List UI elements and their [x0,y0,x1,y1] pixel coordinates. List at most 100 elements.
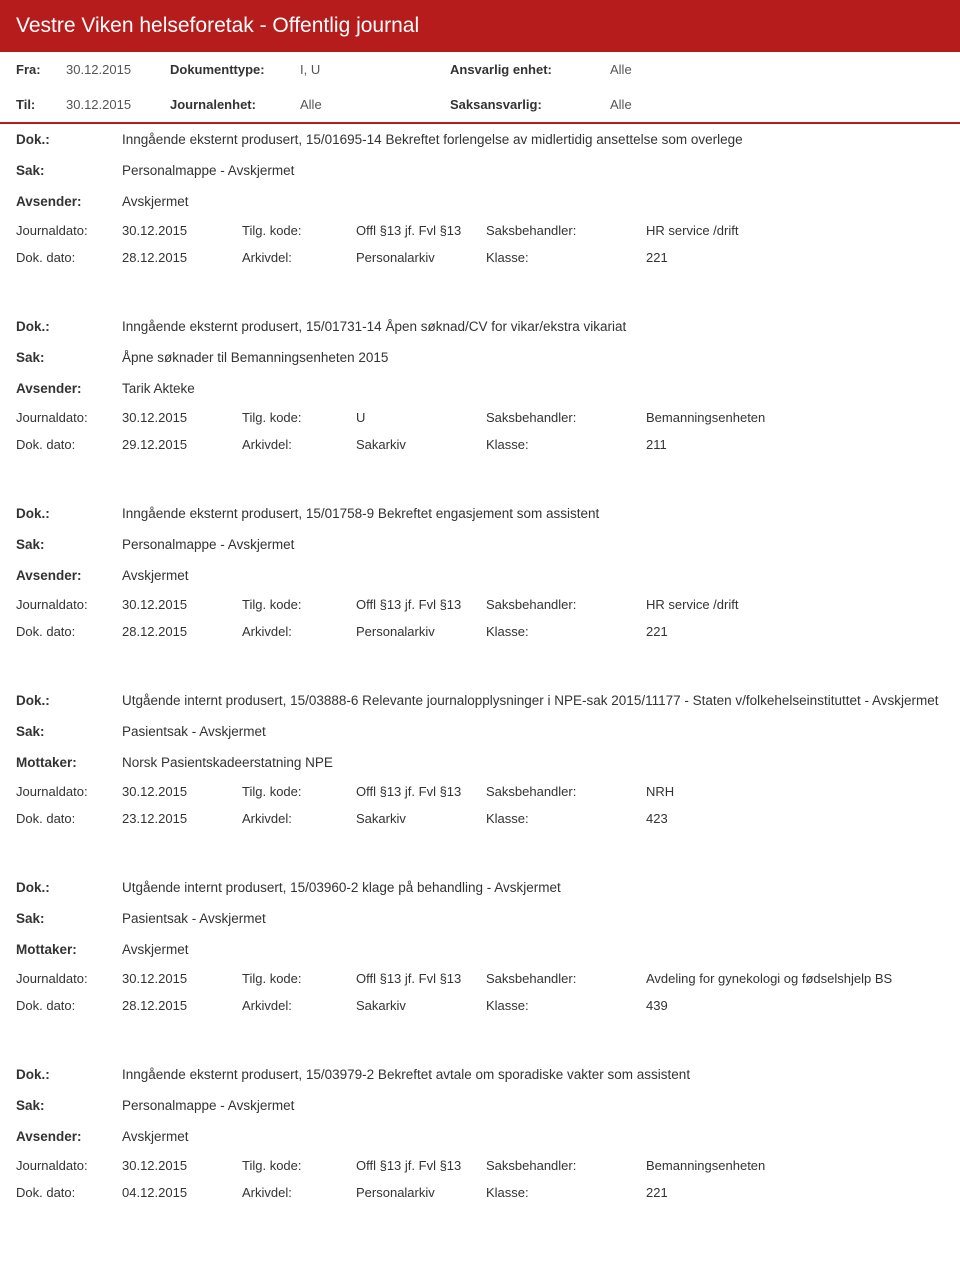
dokdato-value: 23.12.2015 [122,811,242,826]
party-value: Norsk Pasientskadeerstatning NPE [122,755,944,770]
klasse-label: Klasse: [486,1185,646,1200]
dok-value: Utgående internt produsert, 15/03960-2 k… [122,880,944,895]
saksbehandler-label: Saksbehandler: [486,410,646,425]
journaldato-label: Journaldato: [16,784,122,799]
dok-label: Dok.: [16,506,122,521]
party-value: Avskjermet [122,568,944,583]
saksbehandler-value: NRH [646,784,674,799]
sak-label: Sak: [16,537,122,552]
journaldato-label: Journaldato: [16,971,122,986]
arkivdel-label: Arkivdel: [242,624,356,639]
meta-row-2: Dok. dato:28.12.2015Arkivdel:Personalark… [0,618,960,645]
party-label: Avsender: [16,1129,122,1144]
dok-label: Dok.: [16,1067,122,1082]
saksbehandler-label: Saksbehandler: [486,1158,646,1173]
arkivdel-value: Sakarkiv [356,811,486,826]
tilgkode-value: Offl §13 jf. Fvl §13 [356,223,486,238]
dok-value: Utgående internt produsert, 15/03888-6 R… [122,693,944,708]
dok-label: Dok.: [16,693,122,708]
meta-row-1: Journaldato:30.12.2015Tilg. kode:Offl §1… [0,591,960,618]
dokdato-label: Dok. dato: [16,437,122,452]
party-label: Mottaker: [16,755,122,770]
doctype-value: I, U [300,62,450,77]
saksbehandler-value: HR service /drift [646,597,738,612]
dokdato-label: Dok. dato: [16,811,122,826]
meta-row-1: Journaldato:30.12.2015Tilg. kode:USaksbe… [0,404,960,431]
saksbehandler-label: Saksbehandler: [486,784,646,799]
tilgkode-label: Tilg. kode: [242,784,356,799]
tilgkode-value: Offl §13 jf. Fvl §13 [356,597,486,612]
klasse-value: 221 [646,624,668,639]
saksansvarlig-label: Saksansvarlig: [450,97,610,112]
tilgkode-value: U [356,410,486,425]
dokdato-value: 28.12.2015 [122,998,242,1013]
sak-value: Pasientsak - Avskjermet [122,911,944,926]
sak-value: Pasientsak - Avskjermet [122,724,944,739]
filter-row-1: Fra: 30.12.2015 Dokumenttype: I, U Ansva… [0,52,960,87]
dok-label: Dok.: [16,880,122,895]
dokdato-value: 28.12.2015 [122,250,242,265]
party-value: Avskjermet [122,1129,944,1144]
journalenhet-value: Alle [300,97,450,112]
journaldato-label: Journaldato: [16,1158,122,1173]
klasse-label: Klasse: [486,250,646,265]
saksansvarlig-value: Alle [610,97,632,112]
meta-row-1: Journaldato:30.12.2015Tilg. kode:Offl §1… [0,217,960,244]
saksbehandler-label: Saksbehandler: [486,223,646,238]
saksbehandler-value: HR service /drift [646,223,738,238]
dok-value: Inngående eksternt produsert, 15/01695-1… [122,132,944,147]
klasse-label: Klasse: [486,437,646,452]
tilgkode-label: Tilg. kode: [242,223,356,238]
tilgkode-value: Offl §13 jf. Fvl §13 [356,1158,486,1173]
dokdato-label: Dok. dato: [16,250,122,265]
klasse-value: 211 [646,437,667,452]
sak-value: Personalmappe - Avskjermet [122,1098,944,1113]
meta-row-1: Journaldato:30.12.2015Tilg. kode:Offl §1… [0,1152,960,1179]
ansvarlig-value: Alle [610,62,632,77]
dok-label: Dok.: [16,132,122,147]
dok-value: Inngående eksternt produsert, 15/01731-1… [122,319,944,334]
tilgkode-label: Tilg. kode: [242,410,356,425]
dokdato-label: Dok. dato: [16,624,122,639]
party-label: Avsender: [16,568,122,583]
party-label: Avsender: [16,381,122,396]
journal-entry: Dok.:Inngående eksternt produsert, 15/01… [0,311,960,498]
klasse-label: Klasse: [486,998,646,1013]
dokdato-value: 04.12.2015 [122,1185,242,1200]
arkivdel-value: Sakarkiv [356,437,486,452]
meta-row-1: Journaldato:30.12.2015Tilg. kode:Offl §1… [0,778,960,805]
journal-entry: Dok.:Inngående eksternt produsert, 15/03… [0,1059,960,1246]
arkivdel-label: Arkivdel: [242,1185,356,1200]
tilgkode-label: Tilg. kode: [242,971,356,986]
meta-row-2: Dok. dato:04.12.2015Arkivdel:Personalark… [0,1179,960,1206]
klasse-label: Klasse: [486,624,646,639]
meta-row-1: Journaldato:30.12.2015Tilg. kode:Offl §1… [0,965,960,992]
journal-entry: Dok.:Utgående internt produsert, 15/0396… [0,872,960,1059]
journal-entry: Dok.:Inngående eksternt produsert, 15/01… [0,498,960,685]
journaldato-value: 30.12.2015 [122,223,242,238]
journaldato-value: 30.12.2015 [122,971,242,986]
saksbehandler-label: Saksbehandler: [486,597,646,612]
meta-row-2: Dok. dato:23.12.2015Arkivdel:SakarkivKla… [0,805,960,832]
journal-entry: Dok.:Utgående internt produsert, 15/0388… [0,685,960,872]
journalenhet-label: Journalenhet: [170,97,300,112]
arkivdel-label: Arkivdel: [242,998,356,1013]
ansvarlig-label: Ansvarlig enhet: [450,62,610,77]
sak-label: Sak: [16,1098,122,1113]
sak-label: Sak: [16,350,122,365]
saksbehandler-value: Bemanningsenheten [646,410,765,425]
journaldato-value: 30.12.2015 [122,597,242,612]
arkivdel-value: Personalarkiv [356,1185,486,1200]
arkivdel-value: Sakarkiv [356,998,486,1013]
fra-label: Fra: [16,62,66,77]
dok-label: Dok.: [16,319,122,334]
klasse-value: 423 [646,811,668,826]
journaldato-value: 30.12.2015 [122,1158,242,1173]
klasse-value: 221 [646,1185,668,1200]
dokdato-label: Dok. dato: [16,1185,122,1200]
klasse-value: 439 [646,998,668,1013]
fra-value: 30.12.2015 [66,62,170,77]
doctype-label: Dokumenttype: [170,62,300,77]
sak-label: Sak: [16,724,122,739]
til-value: 30.12.2015 [66,97,170,112]
